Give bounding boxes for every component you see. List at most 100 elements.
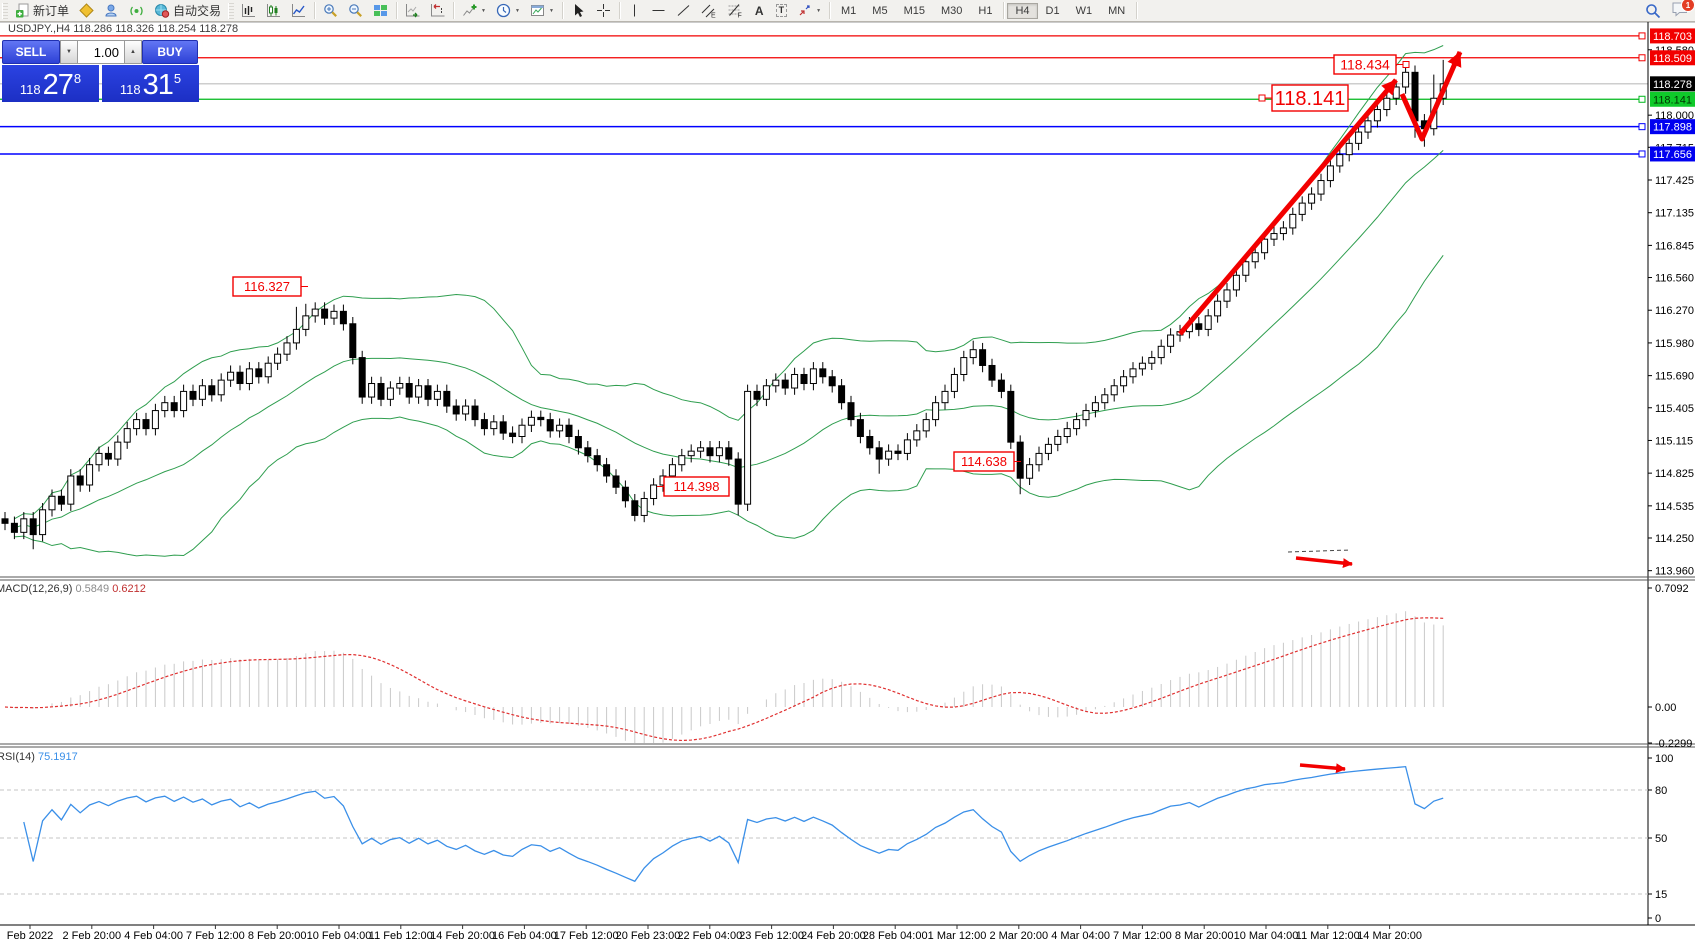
indicators-button[interactable]: ▼ <box>457 0 491 21</box>
time-axis-label: Feb 2022 <box>7 930 53 942</box>
candle <box>584 447 592 457</box>
candle <box>480 419 488 430</box>
timeframe-w1[interactable]: W1 <box>1075 4 1093 17</box>
chat-button[interactable]: 1 <box>1671 0 1695 20</box>
candle <box>903 439 911 454</box>
bar-chart-button[interactable] <box>236 0 261 21</box>
price-tick-label: 114.535 <box>1655 501 1694 513</box>
crosshair-button[interactable] <box>591 0 616 21</box>
volume-input[interactable] <box>78 40 124 64</box>
time-axis[interactable]: Feb 2022 2 Feb 20:00 4 Feb 04:00 7 Feb 12:0… <box>7 925 1422 942</box>
vertical-line-button[interactable] <box>623 0 646 21</box>
arrows-icon <box>799 5 810 16</box>
sell-button[interactable]: SELL <box>2 40 60 64</box>
rsi-scale-label: 15 <box>1655 889 1667 901</box>
candle <box>1317 180 1325 195</box>
new-order-button[interactable]: 新订单 <box>10 0 74 21</box>
candlesticks <box>1 59 1447 550</box>
candle <box>697 447 705 452</box>
trend-arrow <box>1295 556 1353 569</box>
timeframe-m5[interactable]: M5 <box>872 4 888 17</box>
volume-increase-button[interactable]: ▲ <box>124 40 142 64</box>
buy-price-big: 31 <box>142 69 174 102</box>
candle <box>330 310 338 319</box>
tile-windows-button[interactable] <box>368 0 393 21</box>
candle <box>433 390 441 400</box>
price-tick-label: 115.980 <box>1655 338 1694 350</box>
price-tick-label: 117.135 <box>1655 208 1694 220</box>
zoom-in-button[interactable] <box>318 0 343 21</box>
candle <box>1251 252 1259 263</box>
candle <box>1223 289 1231 302</box>
price-tick-label: 114.825 <box>1655 468 1694 480</box>
cursor-button[interactable] <box>566 0 591 21</box>
autotrading-button[interactable]: 自动交易 <box>149 0 226 21</box>
time-axis-label: 14 Feb 20:00 <box>430 930 495 942</box>
candle <box>104 452 112 460</box>
fibonacci-button[interactable]: F <box>722 0 748 21</box>
candle <box>368 383 376 398</box>
signal-button[interactable] <box>124 0 149 21</box>
search-icon[interactable] <box>1645 3 1661 19</box>
candle <box>621 486 629 502</box>
text-button[interactable]: A <box>748 0 771 21</box>
timeframe-h4[interactable]: H4 <box>1007 2 1038 19</box>
candle <box>847 402 855 421</box>
buy-button[interactable]: BUY <box>142 40 198 64</box>
candle <box>856 419 864 438</box>
candle <box>744 390 752 505</box>
chart-shift-icon <box>431 4 445 17</box>
toolbar-grip <box>2 2 8 19</box>
buy-price-display[interactable]: 118 31 5 <box>102 65 199 102</box>
volume-decrease-button[interactable]: ▼ <box>60 40 78 64</box>
auto-scroll-button[interactable] <box>400 0 425 21</box>
chart-shift-button[interactable] <box>425 0 450 21</box>
candle <box>800 373 808 385</box>
candle <box>1326 165 1334 182</box>
macd-scale-label: -0.2299 <box>1655 738 1692 750</box>
price-badge <box>1650 28 1695 44</box>
equidistant-channel-button[interactable]: E <box>696 0 722 21</box>
text-label-button[interactable]: T <box>771 0 793 21</box>
line-chart-button[interactable] <box>286 0 311 21</box>
candlestick-chart-button[interactable] <box>261 0 286 21</box>
candle <box>969 349 977 359</box>
candle <box>302 315 310 330</box>
timeframe-h1[interactable]: H1 <box>978 4 993 17</box>
time-axis-label: 24 Feb 20:00 <box>801 930 866 942</box>
toolbar-separator <box>1136 2 1138 19</box>
candle <box>1355 131 1363 144</box>
timeframe-mn[interactable]: MN <box>1108 4 1126 17</box>
navigator-button[interactable] <box>99 0 124 21</box>
trendline-button[interactable] <box>671 0 696 21</box>
periods-button[interactable]: ▼ <box>491 0 525 21</box>
price-axis[interactable]: 118.580118.000117.715117.425117.135116.8… <box>1647 22 1695 925</box>
candle <box>631 500 639 516</box>
candle <box>133 419 141 430</box>
horizontal-line-button[interactable] <box>646 0 671 21</box>
arrows-button[interactable]: ▼ <box>792 0 826 21</box>
candle <box>997 379 1005 392</box>
timeframe-m1[interactable]: M1 <box>841 4 857 17</box>
candle <box>245 368 253 385</box>
timeframe-m30[interactable]: M30 <box>940 4 963 17</box>
candle <box>819 368 827 378</box>
price-tick-label: 116.845 <box>1655 240 1694 252</box>
timeframe-d1[interactable]: D1 <box>1045 4 1060 17</box>
line-end-marker <box>1638 150 1646 158</box>
rsi-indicator <box>0 765 1648 895</box>
annotations: 116.327 114.398 114.638 118.434 118.141 <box>232 50 1463 774</box>
templates-button[interactable]: ▼ <box>525 0 559 21</box>
sell-price-display[interactable]: 118 27 8 <box>2 65 99 102</box>
candle <box>546 419 554 432</box>
timeframe-m15[interactable]: M15 <box>903 4 925 17</box>
marketwatch-button[interactable] <box>74 0 99 21</box>
time-axis-label: 17 Feb 12:00 <box>554 930 619 942</box>
candle <box>556 424 564 432</box>
price-tick-label: 117.425 <box>1655 175 1694 187</box>
zoom-out-button[interactable] <box>343 0 368 21</box>
macd-signal-line <box>4 617 1444 742</box>
candle <box>189 390 197 400</box>
line-chart-icon <box>292 4 306 17</box>
